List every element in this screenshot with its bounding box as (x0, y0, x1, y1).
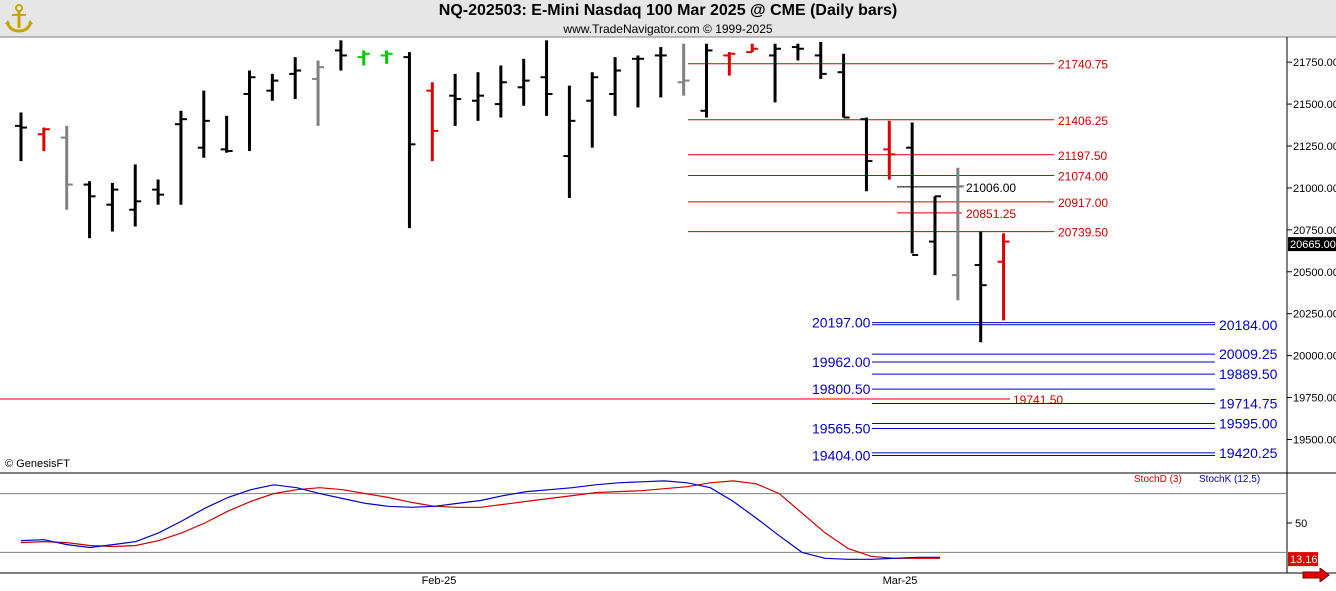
ohlc-bar (312, 60, 325, 126)
ohlc-bar (654, 47, 667, 98)
blue-level-label-right: 19595.00 (1219, 416, 1278, 432)
red-level-label: 21406.25 (1058, 114, 1108, 128)
red-level-label: 19741.50 (1013, 393, 1063, 407)
blue-level-label-right: 19714.75 (1219, 395, 1278, 411)
ohlc-bar (449, 73, 462, 126)
stoch-last-box (1288, 552, 1318, 567)
ohlc-bar (723, 52, 736, 76)
blue-level-label-right: 20009.25 (1219, 346, 1278, 362)
ohlc-bar (197, 90, 210, 158)
ohlc-bar (631, 55, 644, 108)
title-bar (0, 0, 1336, 37)
ohlc-bar (83, 181, 96, 239)
stoch-series-line (20, 480, 940, 559)
stochastic-panel: 50 StochD (3) StochK (12,5) 13.16 Feb-25 Mar-… (0, 474, 1318, 587)
ohlc-bar (243, 70, 256, 152)
scroll-right-arrow-icon[interactable] (1302, 566, 1330, 587)
ohlc-bar (974, 231, 987, 343)
ohlc-bar (609, 57, 622, 116)
blue-level-label-left: 19962.00 (812, 354, 871, 370)
red-level-label: 20917.00 (1058, 196, 1108, 210)
ohlc-bar (129, 164, 142, 227)
blue-level-label-right: 20184.00 (1219, 317, 1278, 333)
ohlc-bar (334, 40, 347, 71)
y-tick-label: 20000.00 (1293, 351, 1336, 363)
ohlc-bar (60, 125, 73, 210)
ohlc-bar (906, 122, 919, 256)
ohlc-bar (266, 73, 279, 101)
red-level-label: 20851.25 (966, 207, 1016, 221)
legend-stochk: StochK (12,5) (1199, 474, 1260, 485)
ohlc-bar (837, 53, 850, 119)
ohlc-bar (220, 115, 233, 153)
ohlc-bar (152, 179, 165, 205)
ohlc-bar (517, 58, 530, 106)
ohlc-bar (37, 127, 50, 152)
chart-title: NQ-202503: E-Mini Nasdaq 100 Mar 2025 @ … (438, 2, 898, 19)
chart-subtitle: www.TradeNavigator.com © 1999-2025 (563, 22, 773, 36)
ohlc-bar (289, 57, 302, 100)
red-level-label: 20739.50 (1058, 226, 1108, 240)
ohlc-bar (472, 72, 484, 121)
stoch-last-label: 13.16 (1290, 554, 1318, 566)
ohlc-bar (106, 182, 119, 232)
y-tick-label: 21000.00 (1293, 183, 1336, 195)
blue-level-label-right: 19420.25 (1219, 445, 1278, 461)
y-tick-label: 21500.00 (1293, 99, 1336, 111)
legend-stochd: StochD (3) (1134, 474, 1182, 485)
stoch-y-tick-label: 50 (1295, 518, 1307, 530)
ohlc-bar (883, 120, 896, 180)
ohlc-bar (677, 43, 690, 96)
red-level-label: 21197.50 (1058, 149, 1107, 163)
last-price-box (1288, 237, 1336, 252)
ohlc-bar (769, 43, 782, 103)
ohlc-bar (929, 195, 941, 276)
y-tick-label: 20500.00 (1293, 267, 1336, 279)
price-levels: 21740.75 21406.25 21197.50 21074.00 21006.00… (0, 58, 1278, 464)
ohlc-bar (403, 52, 416, 229)
y-tick-label: 20750.00 (1293, 225, 1336, 237)
y-tick-label: 19750.00 (1293, 393, 1336, 405)
y-tick-label: 21250.00 (1293, 141, 1336, 153)
blue-level-label-right: 19889.50 (1219, 366, 1278, 382)
ohlc-bar (540, 40, 553, 116)
price-axis: 19500.00 19750.00 20000.00 20250.00 20500.00… (1287, 57, 1336, 446)
blue-level-label-left: 19404.00 (812, 448, 871, 464)
x-tick-label: Mar-25 (883, 575, 918, 587)
y-tick-label: 21750.00 (1293, 57, 1336, 69)
ohlc-bar (380, 50, 393, 64)
ohlc-bar (860, 117, 873, 192)
stoch-series-line (20, 480, 940, 560)
red-level-label: 21074.00 (1058, 170, 1108, 184)
red-level-label: 21740.75 (1058, 58, 1108, 72)
blue-level-label-left: 20197.00 (812, 315, 871, 331)
ohlc-bar (814, 42, 827, 79)
ohlc-bar (426, 82, 439, 162)
ohlc-bar (357, 50, 370, 66)
anchor-logo-icon (2, 2, 36, 34)
ohlc-bar (15, 112, 27, 162)
ohlc-bars (15, 40, 1010, 343)
ohlc-bar (951, 167, 964, 301)
blue-level-label-left: 19565.50 (812, 420, 871, 436)
ohlc-bar (563, 85, 576, 198)
last-price-label: 20665.00 (1290, 239, 1336, 251)
y-tick-label: 20250.00 (1293, 309, 1336, 321)
ohlc-bar (746, 43, 759, 54)
black-level-label: 21006.00 (966, 181, 1016, 195)
watermark: © GenesisFT (5, 458, 70, 470)
ohlc-bar (700, 43, 713, 118)
chart-frame (0, 36, 1336, 574)
ohlc-bar (586, 72, 599, 148)
ohlc-bar (791, 43, 804, 61)
x-tick-label: Feb-25 (422, 575, 457, 587)
ohlc-bar (174, 110, 187, 205)
ohlc-bar (997, 233, 1010, 321)
blue-level-label-left: 19800.50 (812, 381, 871, 397)
ohlc-bar (494, 65, 507, 118)
y-tick-label: 19500.00 (1293, 434, 1336, 446)
